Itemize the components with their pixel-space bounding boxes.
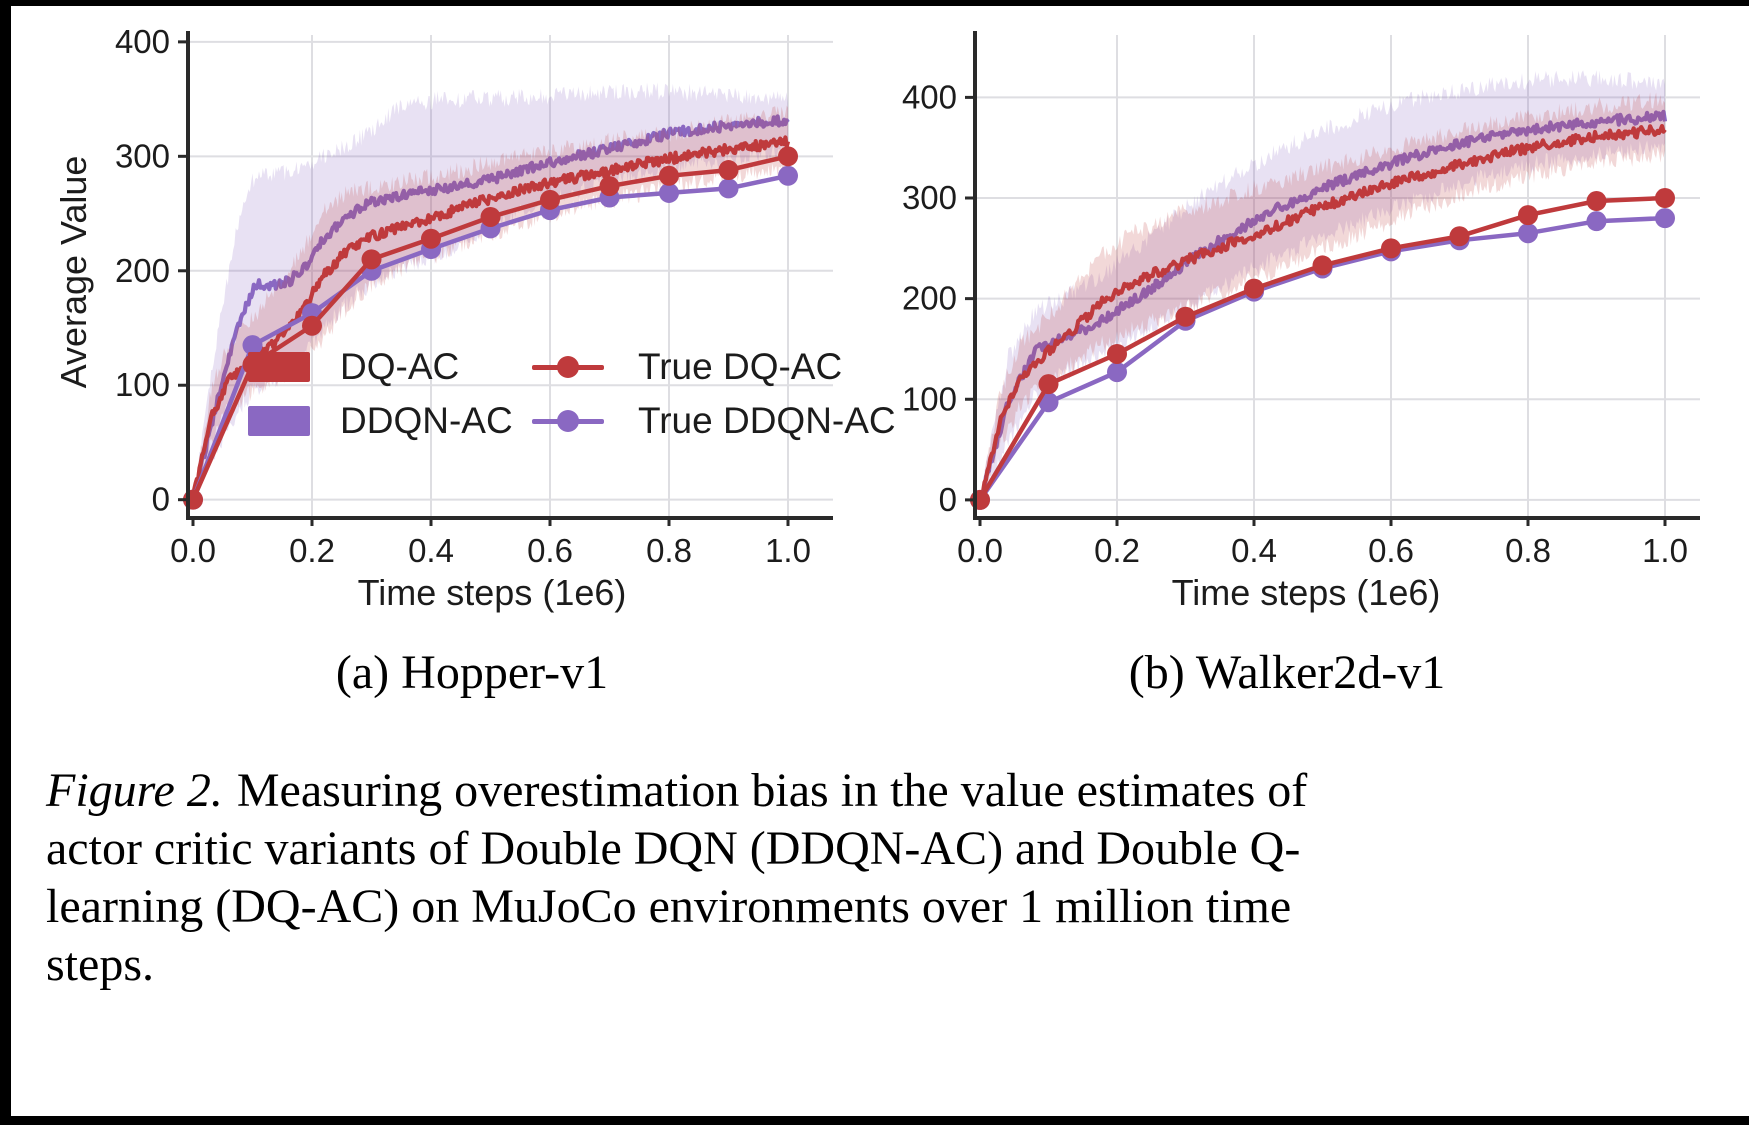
data-point-marker <box>242 335 263 356</box>
data-point-marker <box>1586 191 1607 212</box>
subplot-caption-a: (a) Hopper-v1 <box>335 646 609 699</box>
data-point-marker <box>421 228 441 249</box>
legend-label-true-ddqn-ac: True DDQN-AC <box>638 400 896 441</box>
x-tick-label: 0.4 <box>1231 532 1277 569</box>
data-point-marker <box>480 206 501 227</box>
y-axis-label: Average Value <box>53 155 94 389</box>
x-tick-label: 0.4 <box>408 532 454 569</box>
legend-label-ddqn-ac: DDQN-AC <box>340 400 513 441</box>
tick-labels: 0.0 0.2 0.4 0.6 0.8 1.0 0 100 200 300 400 <box>115 23 811 569</box>
axes <box>178 31 833 526</box>
axes <box>965 31 1700 526</box>
x-tick-label: 0.8 <box>1505 532 1551 569</box>
x-tick-label: 0.6 <box>1368 532 1414 569</box>
x-tick-label: 0.6 <box>527 532 573 569</box>
data-point-marker <box>1518 223 1538 244</box>
data-point-marker <box>1312 255 1333 276</box>
data-point-marker <box>1107 343 1127 364</box>
x-tick-label: 0.0 <box>957 532 1003 569</box>
page-border-bottom <box>0 1116 1749 1125</box>
chart-legend: DQ-AC True DQ-AC DDQN-AC True DDQN-AC <box>248 340 896 448</box>
y-tick-label: 0 <box>152 481 170 518</box>
caption-line-2: actor critic variants of Double DQN (DDQ… <box>46 822 1301 875</box>
data-point-marker <box>1655 208 1675 229</box>
data-point-marker <box>1038 392 1059 413</box>
figure-caption: Figure 2. Measuring overestimation bias i… <box>46 762 1706 994</box>
legend-marker-true-dq-ac <box>532 352 604 382</box>
hopper-v1-dq-ac-band <box>193 105 788 507</box>
data-point-marker <box>1244 278 1264 299</box>
walker2d-v1-true-dq-ac-series <box>970 188 1675 510</box>
caption-line-3: learning (DQ-AC) on MuJoCo environments … <box>46 880 1292 933</box>
data-point-marker <box>1518 205 1538 226</box>
page-border-top <box>0 0 1749 6</box>
data-point-marker <box>1586 211 1607 232</box>
page-border-left <box>0 0 11 1125</box>
data-point-marker <box>1381 238 1401 259</box>
walker2d-v1-dq-ac-line <box>978 124 1667 501</box>
hopper-v1-ddqn-ac-band <box>193 82 788 500</box>
data-point-marker <box>599 176 620 197</box>
tick-labels: 0.0 0.2 0.4 0.6 0.8 1.0 0 100 200 300 400 <box>902 78 1688 569</box>
data-point-marker <box>1175 306 1196 327</box>
y-tick-label: 300 <box>115 137 170 174</box>
data-point-marker <box>1655 188 1675 209</box>
legend-label-dq-ac: DQ-AC <box>340 346 460 387</box>
data-point-marker <box>778 165 798 186</box>
legend-dot-icon <box>557 410 579 432</box>
charts-canvas: 0.0 0.2 0.4 0.6 0.8 1.0 0 100 200 300 400 0.0 0.2 0.4… <box>115 23 1700 569</box>
hopper-v1-ddqn-ac-line <box>191 114 790 502</box>
walker2d-v1-ddqn-ac-line <box>978 109 1668 500</box>
data-point-marker <box>361 249 382 270</box>
data-point-marker <box>1107 362 1127 383</box>
legend-swatch-ddqn-ac <box>248 406 310 436</box>
y-tick-label: 300 <box>902 179 957 216</box>
walker2d-v1-chart: 0.0 0.2 0.4 0.6 0.8 1.0 0 100 200 300 400 <box>902 31 1700 569</box>
legend-dot-icon <box>557 356 579 378</box>
legend-swatch-dq-ac <box>248 352 310 382</box>
x-tick-label: 0.8 <box>646 532 692 569</box>
data-point-marker <box>778 146 798 167</box>
hopper-v1-true-dq-ac-series <box>183 146 798 510</box>
data-point-marker <box>659 165 679 186</box>
legend-label-true-dq-ac: True DQ-AC <box>638 346 843 387</box>
caption-figure-label: Figure 2. <box>46 764 223 817</box>
gridlines <box>188 35 833 518</box>
caption-line-1: Figure 2. Measuring overestimation bias i… <box>46 762 1706 820</box>
y-tick-label: 200 <box>115 252 170 289</box>
x-tick-label: 1.0 <box>1642 532 1688 569</box>
y-tick-label: 200 <box>902 280 957 317</box>
caption-text-1: Measuring overestimation bias in the val… <box>236 764 1308 817</box>
x-axis-label-walker: Time steps (1e6) <box>1171 572 1441 613</box>
x-axis-label-hopper: Time steps (1e6) <box>357 572 627 613</box>
x-tick-label: 0.0 <box>170 532 216 569</box>
data-point-marker <box>1449 226 1470 247</box>
data-point-marker <box>718 178 739 199</box>
x-tick-label: 1.0 <box>765 532 811 569</box>
gridlines <box>975 35 1700 518</box>
x-tick-label: 0.2 <box>1094 532 1140 569</box>
y-tick-label: 400 <box>902 78 957 115</box>
data-point-marker <box>1038 374 1059 395</box>
data-point-marker <box>659 182 679 203</box>
data-point-marker <box>540 189 560 210</box>
y-tick-label: 100 <box>902 380 957 417</box>
hopper-v1-chart: 0.0 0.2 0.4 0.6 0.8 1.0 0 100 200 300 400 <box>115 23 833 569</box>
legend-marker-true-ddqn-ac <box>532 406 604 436</box>
subplot-caption-b: (b) Walker2d-v1 <box>1128 646 1446 699</box>
y-tick-label: 100 <box>115 366 170 403</box>
y-tick-label: 0 <box>939 481 957 518</box>
data-point-marker <box>718 160 739 181</box>
data-point-marker <box>302 315 322 336</box>
x-tick-label: 0.2 <box>289 532 335 569</box>
caption-line-4: steps. <box>46 938 154 991</box>
y-tick-label: 400 <box>115 23 170 60</box>
